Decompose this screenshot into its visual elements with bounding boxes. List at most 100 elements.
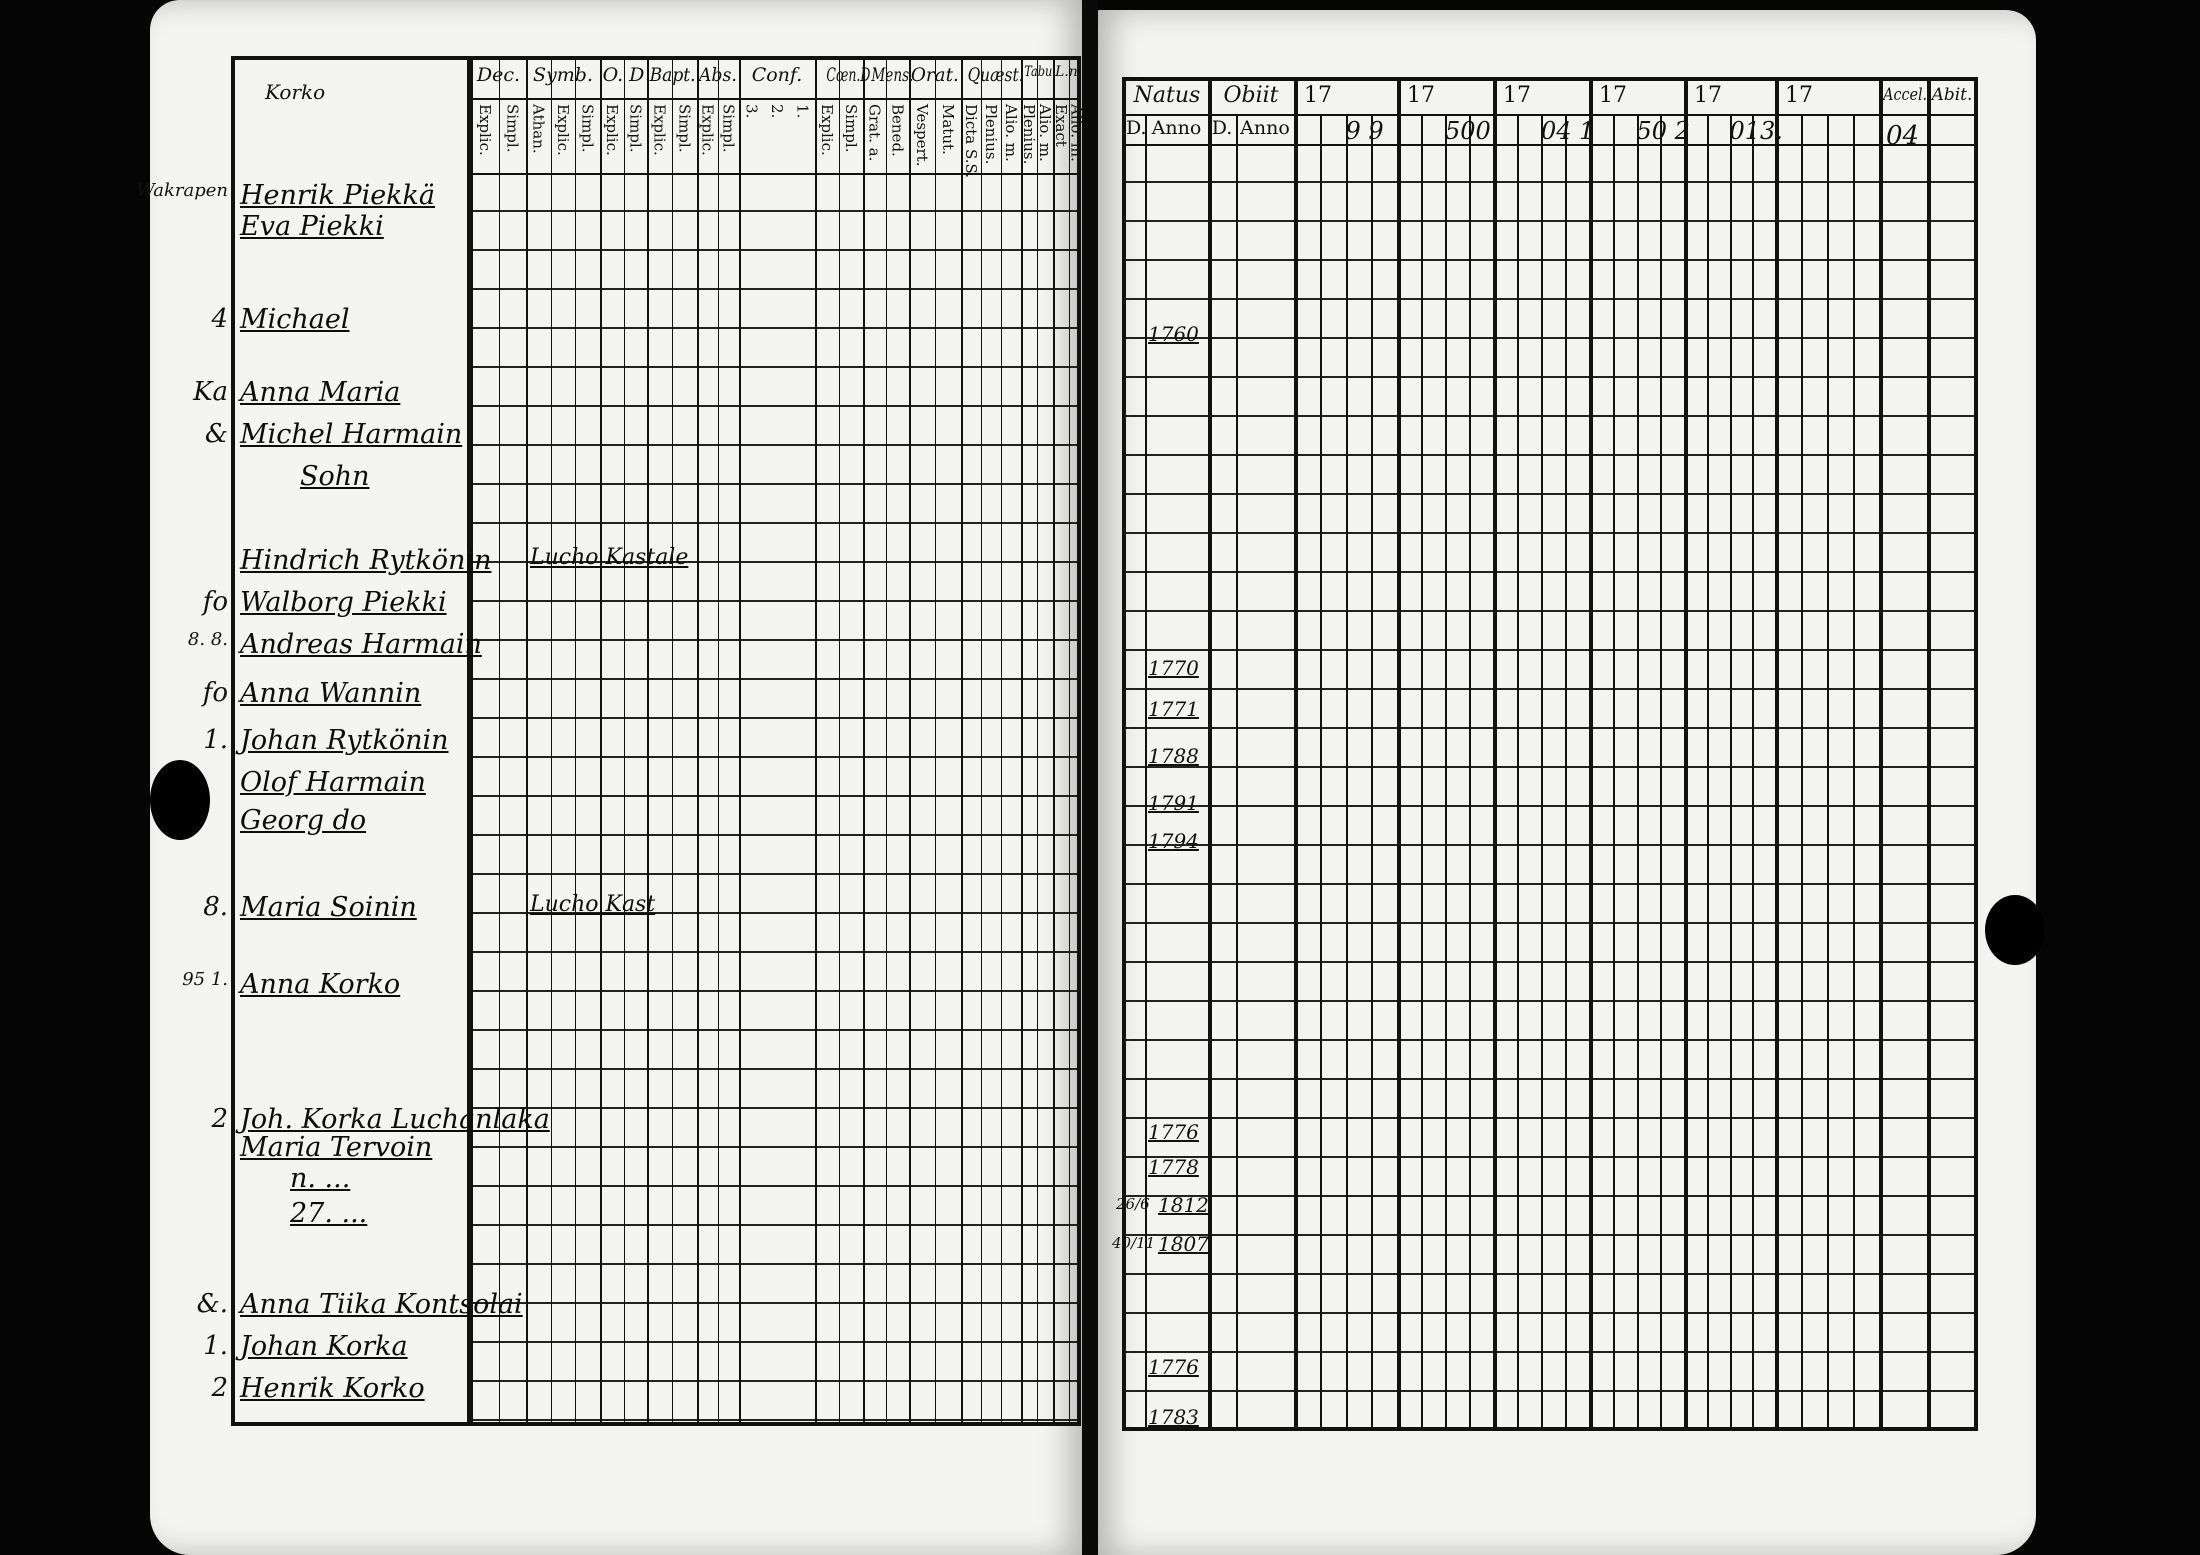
year-header: 17: [1503, 83, 1531, 108]
subcolumn-header: Bened.: [888, 104, 907, 157]
column-divider: [1927, 81, 1931, 1427]
subcolumn-divider: [1345, 114, 1348, 1427]
register-entry-name: Michael: [240, 304, 350, 335]
year-group-divider: [1397, 81, 1401, 1427]
birth-year: 1812: [1158, 1193, 1209, 1217]
year-header: 17: [1694, 83, 1722, 108]
subcolumn-divider: [1565, 114, 1567, 1427]
subcolumn-divider: [1001, 60, 1002, 1422]
subcolumn-header: Vespert.: [913, 104, 931, 167]
subcolumn-divider: [1612, 114, 1615, 1427]
birth-record-table: Natus D. Anno Obiit D. Anno 17 9 9 17 500 17…: [1122, 77, 1978, 1431]
register-entry-name: Sohn: [300, 461, 370, 492]
accel-header: Accel.: [1879, 85, 1927, 105]
year-group-divider: [1493, 81, 1497, 1427]
natus-anno-header: Anno: [1151, 117, 1202, 139]
column-header: Orat.: [909, 64, 961, 86]
column-divider: [815, 60, 817, 1422]
subcolumn-header: Simpl.: [626, 104, 645, 153]
column-header: Cœn.D: [815, 64, 870, 86]
ruled-rows: [1126, 144, 1974, 1427]
column-divider: [909, 60, 911, 1422]
year-suffix-mark: 500: [1445, 117, 1491, 145]
accel-header-text: Accel.: [1883, 85, 1928, 105]
subcolumn-header: Exact: [1051, 104, 1070, 147]
catechism-register-table: Dec. Explic. Simpl. Symb. Athan. Explic. Simpl…: [231, 56, 1086, 1426]
subcolumn-header: Alio. m.: [1067, 104, 1086, 162]
year-header: 17: [1407, 83, 1435, 108]
birth-year: 1807: [1158, 1232, 1209, 1256]
column-header-text: Quæst.: [967, 64, 1024, 86]
subcolumn-header: Simpl.: [719, 104, 738, 153]
subcolumn-header: Explic.: [698, 104, 717, 156]
obiit-header: Obiit: [1223, 83, 1279, 108]
subcolumn-divider: [1068, 60, 1070, 1422]
subcolumn-header: Explic.: [650, 104, 669, 156]
margin-note: &: [204, 419, 228, 449]
subcolumn-header: Explic.: [554, 104, 572, 156]
column-header: Dec.: [471, 64, 526, 86]
year-group-divider: [1589, 81, 1593, 1427]
ruled-rows: [467, 173, 1077, 1422]
register-entry-name: Johan Rytkönin: [240, 725, 449, 756]
corner-note: Korko: [265, 80, 326, 104]
subcolumn-header: Explic.: [602, 104, 621, 156]
subcolumn-header: 1.: [793, 104, 812, 119]
margin-note: fo: [202, 678, 228, 708]
year-header: 17: [1304, 83, 1332, 108]
margin-note: Wakrapen: [136, 180, 228, 201]
year-group-divider: [1775, 81, 1779, 1427]
subcolumn-divider: [1660, 114, 1663, 1427]
subcolumn-divider: [1853, 114, 1855, 1427]
column-header-text: Conf.: [751, 64, 803, 86]
subcolumn-divider: [1319, 114, 1322, 1427]
subcolumn-header: 3.: [742, 104, 761, 119]
subcolumn-header: Simpl.: [503, 104, 522, 153]
subcolumn-divider: [575, 60, 577, 1422]
birth-year: 1791: [1148, 791, 1199, 815]
subcolumn-header: Grat. a.: [865, 104, 884, 162]
margin-note: 95 1.: [182, 969, 228, 990]
margin-note: 8.: [203, 892, 228, 922]
column-divider: [1208, 81, 1212, 1427]
column-header-text: Orat.: [911, 64, 959, 86]
column-header-text: Symb.: [533, 64, 593, 86]
register-entry-name: 27. ...: [290, 1198, 368, 1229]
column-divider: [1021, 60, 1023, 1422]
subcolumn-header: Plenius.: [982, 104, 1000, 165]
subcolumn-divider: [1469, 114, 1471, 1427]
subcolumn-divider: [672, 60, 673, 1422]
register-entry-name: Johan Korka: [240, 1331, 408, 1362]
subcolumn-header: Plenius.: [1020, 104, 1038, 165]
year-suffix-mark: 013.: [1729, 117, 1783, 145]
birth-year: 1776: [1148, 1120, 1199, 1144]
page-shadow: [150, 760, 210, 840]
column-divider: [600, 60, 602, 1422]
subcolumn-header: Simpl.: [675, 104, 694, 153]
column-header: Tabu: [1021, 64, 1053, 80]
register-entry-name: Anna Wannin: [240, 678, 422, 709]
column-header: Conf.: [739, 64, 815, 86]
column-divider: [961, 60, 963, 1422]
margin-note: 8. 8.: [187, 629, 228, 650]
year-header: 17: [1785, 83, 1813, 108]
column-header-text: Dec.: [476, 64, 521, 86]
natus-day-header: D.: [1126, 117, 1147, 139]
register-entry-name: Maria Tervoin: [240, 1132, 433, 1163]
subcolumn-header: Athan.: [529, 104, 548, 154]
subcolumn-divider: [1037, 60, 1038, 1422]
subcolumn-divider: [839, 60, 840, 1422]
subcolumn-divider: [718, 60, 719, 1422]
subcolumn-divider: [1729, 114, 1732, 1427]
subcolumn-divider: [498, 60, 500, 1422]
column-divider: [1236, 114, 1238, 1427]
register-entry-name: Henrik Piekkä: [240, 180, 435, 211]
column-divider: [1145, 114, 1147, 1427]
subcolumn-divider: [1445, 114, 1447, 1427]
year-suffix-mark: 9 9: [1345, 117, 1384, 145]
register-entry-name: Walborg Piekki: [240, 587, 447, 618]
column-header: Quæst.: [961, 64, 1024, 86]
accel-mark: 04: [1886, 121, 1920, 151]
register-entry-note: Lucho Kastale: [530, 545, 689, 570]
subcolumn-divider: [1517, 114, 1519, 1427]
